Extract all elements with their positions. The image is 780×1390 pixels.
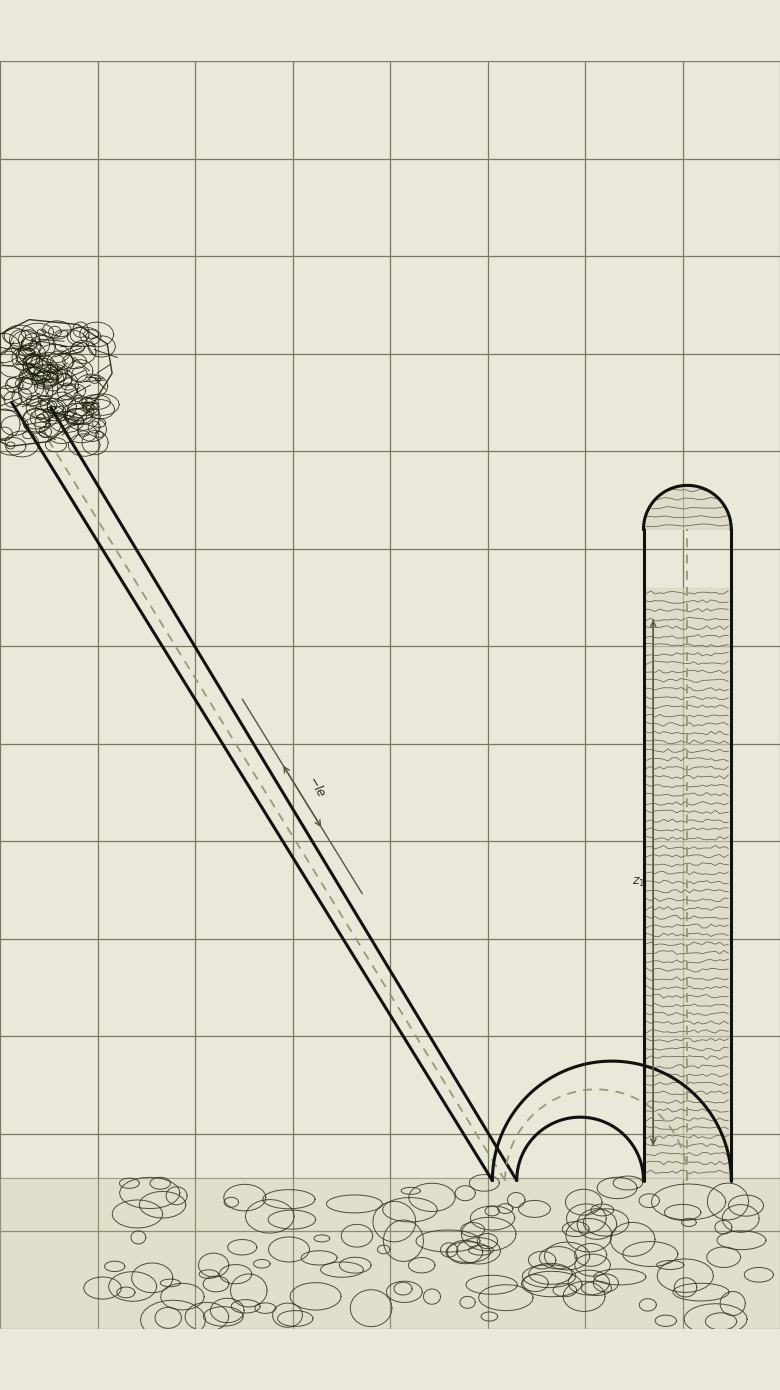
Text: $-le$: $-le$ — [305, 773, 329, 801]
Polygon shape — [644, 485, 732, 530]
Polygon shape — [647, 588, 729, 1177]
Text: $z_1$: $z_1$ — [632, 876, 645, 890]
